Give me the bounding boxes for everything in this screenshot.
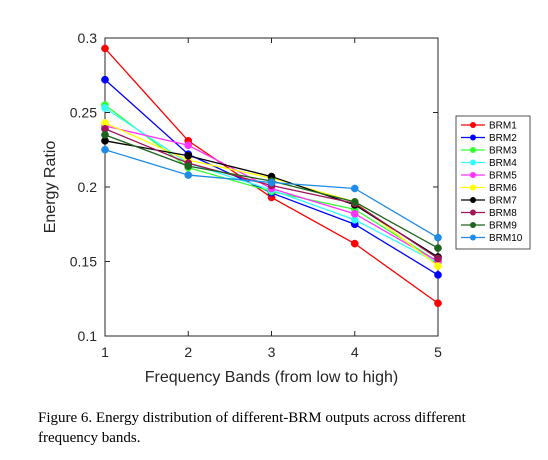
data-point-brm8: [434, 254, 442, 263]
legend-marker-brm9: [470, 222, 476, 228]
x-tick-label: 2: [184, 344, 192, 360]
legend-marker-brm1: [470, 122, 476, 128]
legend-marker-brm7: [470, 197, 476, 203]
data-point-brm9: [101, 131, 109, 139]
y-tick-label: 0.2: [78, 179, 98, 195]
y-tick-label: 0.1: [78, 328, 98, 344]
data-point-brm5: [184, 141, 193, 150]
data-point-brm5: [350, 209, 359, 218]
x-tick-label: 5: [434, 344, 442, 360]
legend-marker-brm8: [470, 209, 476, 216]
energy-ratio-line-chart: 0.1 0.15 0.2 0.25 0.3 1 2 3 4 5 Frequency Bands (f…: [42, 30, 531, 386]
legend-marker-brm10: [470, 234, 476, 241]
x-tick-label: 1: [101, 344, 109, 360]
data-point-brm10: [350, 184, 359, 193]
legend-label-brm4: BRM4: [489, 158, 517, 169]
legend-marker-brm4: [470, 159, 476, 166]
data-point-brm10: [434, 233, 442, 242]
legend-label-brm2: BRM2: [489, 133, 517, 144]
data-point-brm1: [350, 239, 359, 248]
legend-marker-brm5: [470, 172, 476, 178]
data-point-brm7: [184, 151, 193, 160]
data-point-brm9: [350, 198, 359, 206]
y-tick-label: 0.25: [70, 105, 97, 121]
data-point-brm10: [184, 171, 193, 179]
data-point-brm2: [434, 271, 442, 279]
data-point-brm4: [101, 104, 109, 112]
legend-marker-brm6: [470, 184, 476, 191]
figure-caption: Figure 6. Energy distribution of differe…: [38, 410, 466, 446]
y-tick-label: 0.3: [78, 30, 98, 46]
data-point-brm2: [101, 75, 109, 84]
legend-box: [455, 115, 531, 250]
x-tick-label: 4: [351, 344, 359, 360]
legend-label-brm9: BRM9: [489, 221, 517, 232]
y-axis-label: Energy Ratio: [42, 141, 59, 234]
data-point-brm1: [101, 44, 109, 53]
data-point-brm9: [184, 162, 193, 170]
legend-label-brm6: BRM6: [489, 183, 517, 194]
legend-marker-brm3: [470, 147, 476, 153]
data-point-brm6: [434, 262, 442, 270]
data-point-brm1: [434, 299, 442, 308]
legend-label-brm5: BRM5: [489, 171, 517, 182]
legend-label-brm10: BRM10: [489, 233, 523, 244]
x-axis-label: Frequency Bands (from low to high): [145, 369, 398, 386]
data-point-brm9: [434, 244, 442, 252]
legend-marker-brm2: [470, 134, 476, 141]
legend-label-brm7: BRM7: [489, 196, 517, 207]
data-point-brm10: [267, 178, 276, 187]
y-tick-label: 0.15: [70, 254, 97, 270]
legend-label-brm3: BRM3: [489, 146, 517, 157]
legend-label-brm8: BRM8: [489, 208, 517, 219]
legend-label-brm1: BRM1: [489, 121, 517, 132]
data-point-brm10: [101, 145, 109, 154]
x-tick-label: 3: [268, 344, 276, 360]
